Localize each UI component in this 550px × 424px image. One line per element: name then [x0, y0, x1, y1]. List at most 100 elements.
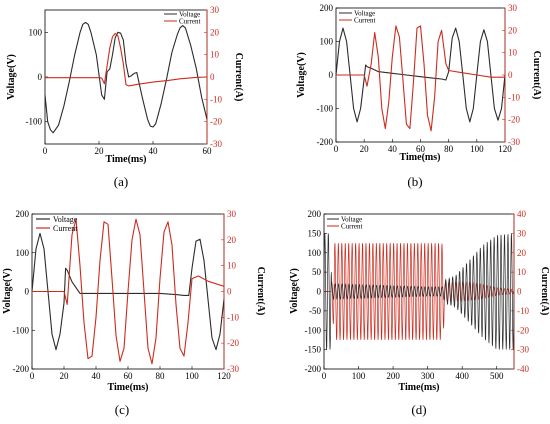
panel-c-ytick-label: 0: [25, 287, 30, 297]
panel-c-series-voltage: [32, 232, 224, 351]
panel-c-xtick-label: 120: [217, 371, 231, 381]
panel-a-ytick-label: -100: [26, 117, 43, 127]
panel-b-legend-voltage: Voltage: [354, 10, 375, 18]
panel-d-xlabel: Time(ms): [399, 382, 440, 393]
panel-a-y2tick-label: 20: [210, 27, 220, 37]
panel-c-ytick-label: 200: [16, 209, 30, 219]
panel-b-ylabel: Voltage(V): [296, 52, 307, 98]
panel-d-ytick-label: -200: [305, 364, 322, 374]
panel-a-xtick-label: 20: [95, 146, 105, 156]
panel-a-series-voltage: [45, 21, 207, 134]
panel-b-legend-current: Current: [354, 17, 375, 25]
panel-a-y2tick-label: 10: [210, 50, 220, 60]
panel-c-ytick-label: 100: [16, 248, 30, 258]
panel-c-ticks: 0 20 40 60 80 100 120-200-1000100200-30-20-100…: [13, 209, 240, 381]
panel-d-legend-voltage: Voltage: [341, 216, 362, 224]
panel-a-legend: Voltage Current: [164, 11, 200, 26]
panel-c-xtick-label: 20: [60, 371, 70, 381]
panel-c-caption: (c): [115, 402, 129, 417]
panel-a-xtick-label: 60: [203, 146, 213, 156]
panel-d-y2tick-label: 20: [517, 248, 527, 258]
panel-a-xtick-label: 40: [149, 146, 159, 156]
panel-c-xtick-label: 40: [92, 371, 102, 381]
panel-b-xtick-label: 60: [416, 144, 426, 154]
panel-d-xtick-label: 100: [352, 371, 366, 381]
panel-b-y2tick-label: -20: [508, 115, 520, 125]
panel-c-xtick-label: 100: [185, 371, 199, 381]
panel-d-series-current: [324, 243, 514, 340]
panel-b-xtick-label: 40: [388, 144, 398, 154]
panel-b-xtick-label: 100: [470, 144, 484, 154]
panel-b-ytick-label: -100: [317, 104, 334, 114]
panel-d-xtick-label: 300: [421, 371, 435, 381]
panel-a-legend-voltage: Voltage: [179, 11, 200, 19]
panel-c-y2tick-label: 0: [227, 287, 232, 297]
panel-c-y2tick-label: 10: [227, 261, 237, 271]
panel-c-plot: [32, 218, 224, 365]
panel-d-xtick-label: 500: [490, 371, 504, 381]
panel-c-y2tick-label: -30: [227, 364, 239, 374]
panel-d-xtick-label: 400: [455, 371, 469, 381]
panel-b-series-current: [336, 25, 505, 132]
panel-c-ylabel: Voltage(V): [2, 268, 13, 314]
panel-b-y2tick-label: 30: [508, 3, 518, 13]
panel-a-y2tick-label: 0: [210, 72, 215, 82]
panel-b-xtick-label: 0: [334, 144, 339, 154]
panel-d-y2tick-label: -40: [517, 364, 529, 374]
panel-a-y2tick-label: -30: [210, 139, 222, 149]
panel-b: 0 20 40 60 80 100 120-200-1000100200-30-20-100…: [296, 3, 542, 189]
panel-a-ytick-label: 0: [38, 72, 43, 82]
panel-b-xlabel: Time(ms): [400, 152, 441, 163]
panel-c-xtick-label: 60: [124, 371, 134, 381]
panel-d-ytick-label: 200: [308, 209, 322, 219]
panel-c-ytick-label: -100: [13, 325, 30, 335]
panel-a-y2tick-label: 30: [210, 5, 220, 15]
panel-d-legend-current: Current: [341, 223, 362, 231]
panel-c-xtick-label: 0: [30, 371, 35, 381]
panel-d-y2tick-label: 0: [517, 287, 522, 297]
panel-a-plot: [45, 21, 207, 134]
panel-d-ytick-label: -50: [309, 306, 321, 316]
panel-d-series-voltage: [324, 233, 514, 350]
panel-d-ytick-label: -100: [305, 325, 322, 335]
panel-b-y2label: Current(A): [531, 51, 542, 100]
panel-c: 0 20 40 60 80 100 120-200-1000100200-30-20-100…: [2, 209, 266, 417]
panel-b-y2tick-label: -30: [508, 137, 520, 147]
panel-c-legend-current: Current: [53, 224, 78, 233]
panel-a-legend-current: Current: [179, 18, 200, 26]
panel-a-caption: (a): [114, 174, 128, 189]
panel-c-y2label: Current(A): [255, 267, 266, 316]
panel-d-y2tick-label: -30: [517, 345, 529, 355]
panel-b-y2tick-label: -10: [508, 92, 520, 102]
panel-d-ytick-label: 50: [312, 267, 322, 277]
panel-b-xtick-label: 80: [444, 144, 454, 154]
panel-b-ytick-label: 100: [320, 37, 334, 47]
panel-d-y2label: Current(A): [539, 267, 550, 316]
panel-b-series-voltage: [336, 27, 505, 123]
panel-d-y2tick-label: 30: [517, 228, 527, 238]
panel-d-legend: Voltage Current: [327, 216, 362, 231]
panel-b-y2tick-label: 20: [508, 25, 518, 35]
panel-b-caption: (b): [407, 174, 422, 189]
panel-c-legend: Voltage Current: [36, 215, 78, 233]
panel-c-ytick-label: -200: [13, 364, 30, 374]
panel-a-xtick-label: 0: [43, 146, 48, 156]
panel-b-ytick-label: -200: [317, 137, 334, 147]
panel-d-ylabel: Voltage(V): [289, 268, 300, 314]
panel-d-y2tick-label: 40: [517, 209, 527, 219]
panel-b-xtick-label: 120: [498, 144, 512, 154]
panel-b-legend: Voltage Current: [339, 10, 375, 25]
panel-c-xlabel: Time(ms): [108, 382, 149, 393]
panel-d-ytick-label: 150: [308, 228, 322, 238]
panel-d: 0 100 200 300 400 500-200-150-100-50050100150…: [289, 209, 550, 417]
panel-d-y2tick-label: -20: [517, 325, 529, 335]
panel-b-y2tick-label: 10: [508, 48, 518, 58]
panel-c-y2tick-label: -10: [227, 312, 239, 322]
panel-c-y2tick-label: -20: [227, 338, 239, 348]
panel-d-xtick-label: 200: [386, 371, 400, 381]
panel-a-y2tick-label: -20: [210, 117, 222, 127]
panel-c-y2tick-label: 20: [227, 235, 237, 245]
panel-a-frame: [44, 9, 208, 145]
panel-c-xtick-label: 80: [156, 371, 166, 381]
